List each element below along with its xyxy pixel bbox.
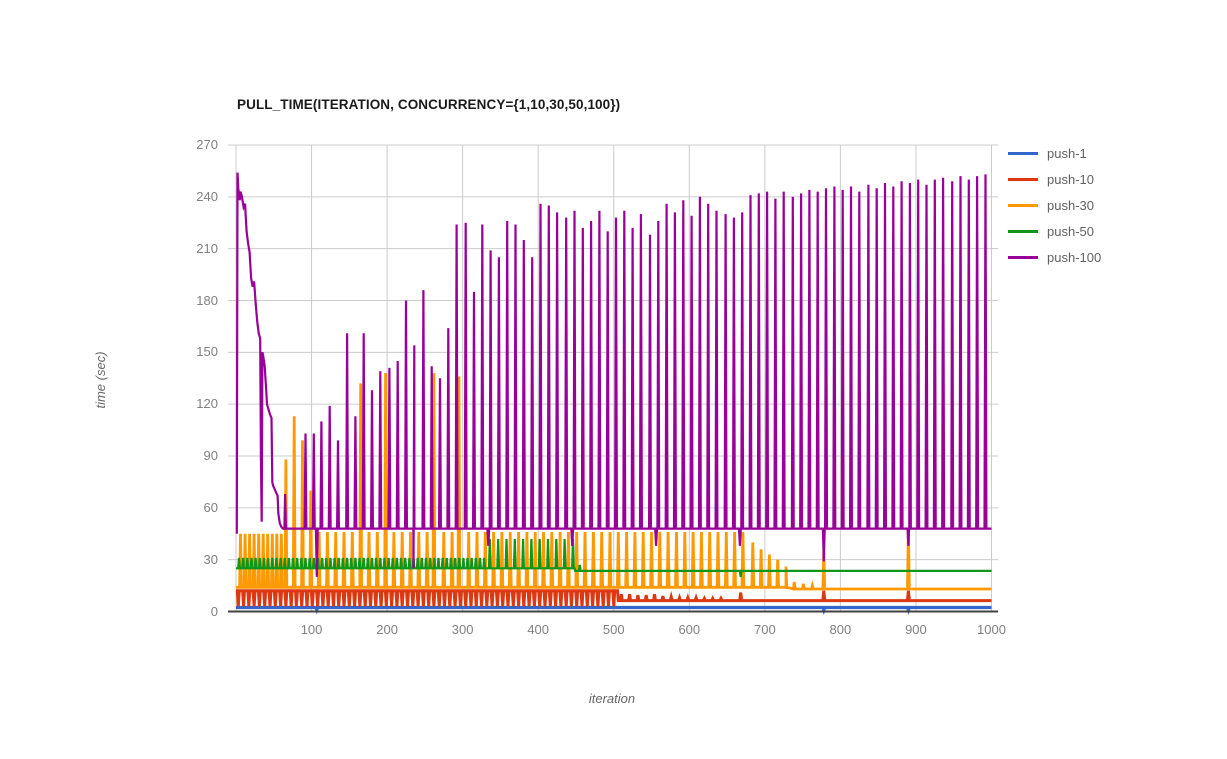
x-tick-label: 100 xyxy=(300,622,323,637)
y-axis-title: time (sec) xyxy=(93,351,108,409)
x-tick-label: 400 xyxy=(527,622,550,637)
legend-swatch-push-30 xyxy=(1008,203,1038,207)
series-push-1 xyxy=(236,605,992,615)
series-push-30 xyxy=(236,373,992,591)
y-tick-label: 120 xyxy=(196,396,218,412)
x-tick-label: 900 xyxy=(905,622,927,637)
y-tick-label: 210 xyxy=(196,240,218,256)
chart-title: PULL_TIME(ITERATION, CONCURRENCY={1,10,3… xyxy=(237,97,621,112)
y-tick-label: 270 xyxy=(196,137,218,152)
x-tick-label: 600 xyxy=(678,622,701,637)
legend-item-push-1[interactable]: push-1 xyxy=(1008,140,1101,166)
series-push-10 xyxy=(235,589,992,607)
legend: push-1 push-10 push-30 push-50 push-100 xyxy=(1008,140,1101,270)
series-push-50 xyxy=(236,538,992,578)
series-push-100 xyxy=(235,172,992,577)
y-tick-label: 30 xyxy=(203,551,218,567)
legend-label: push-1 xyxy=(1047,145,1087,161)
x-tick-label: 700 xyxy=(753,622,776,637)
legend-item-push-50[interactable]: push-50 xyxy=(1008,218,1101,244)
x-tick-label: 1000 xyxy=(977,622,1006,637)
x-tick-label: 300 xyxy=(451,622,474,637)
x-axis-title: iteration xyxy=(588,691,636,706)
x-tick-label: 500 xyxy=(602,622,625,637)
legend-label: push-100 xyxy=(1047,249,1102,265)
y-tick-label: 0 xyxy=(210,603,218,619)
legend-label: push-30 xyxy=(1047,197,1094,213)
legend-item-push-100[interactable]: push-100 xyxy=(1008,244,1101,270)
y-tick-label: 150 xyxy=(196,344,218,360)
legend-item-push-30[interactable]: push-30 xyxy=(1008,192,1101,218)
x-tick-label: 200 xyxy=(376,622,398,637)
legend-swatch-push-50 xyxy=(1008,229,1038,233)
legend-item-push-10[interactable]: push-10 xyxy=(1008,166,1101,192)
series-paths xyxy=(235,172,992,615)
legend-label: push-50 xyxy=(1047,223,1094,239)
y-tick-label: 60 xyxy=(203,499,218,515)
legend-swatch-push-10 xyxy=(1008,177,1038,181)
y-tick-label: 90 xyxy=(203,448,218,463)
y-tick-label: 180 xyxy=(196,292,218,308)
y-tick-label: 240 xyxy=(196,188,218,204)
legend-swatch-push-1 xyxy=(1008,151,1038,155)
legend-swatch-push-100 xyxy=(1008,255,1038,259)
legend-label: push-10 xyxy=(1047,171,1094,187)
x-tick-label: 800 xyxy=(829,622,852,637)
